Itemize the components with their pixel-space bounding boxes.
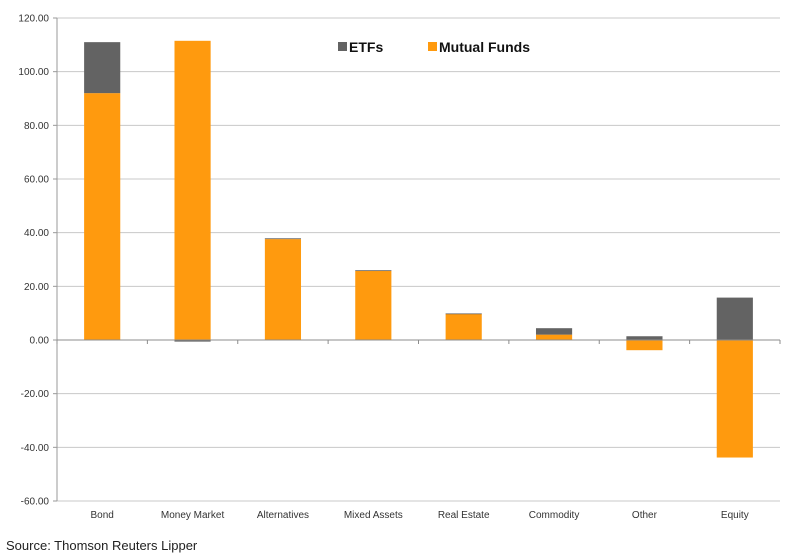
legend-label-etfs: ETFs — [349, 39, 383, 55]
gridlines — [57, 17, 780, 502]
y-tick-label: -60.00 — [21, 497, 50, 508]
bar-etfs-alternatives — [264, 238, 302, 240]
category-label: Other — [632, 510, 658, 521]
y-tick-label: 120.00 — [18, 14, 49, 25]
category-label: Alternatives — [257, 510, 309, 521]
legend-label-mutual-funds: Mutual Funds — [439, 39, 530, 55]
y-tick-label: -40.00 — [21, 443, 50, 454]
category-label: Mixed Assets — [344, 510, 403, 521]
source-note: Source: Thomson Reuters Lipper — [6, 538, 198, 553]
bar-etfs-mixed-assets — [355, 270, 392, 272]
y-tick-label: -20.00 — [21, 389, 50, 400]
y-tick-label: 100.00 — [18, 67, 49, 78]
legend-swatch-etfs — [338, 42, 347, 51]
category-label: Equity — [721, 510, 749, 521]
legend: ETFs Mutual Funds — [338, 39, 530, 55]
y-tick-label: 60.00 — [24, 175, 49, 186]
bar-mutual-funds-mixed-assets — [355, 270, 392, 340]
bar-etfs-bond — [84, 42, 121, 94]
bar-etfs-equity — [716, 297, 753, 340]
category-label: Commodity — [529, 510, 580, 521]
category-label: Money Market — [161, 510, 225, 521]
bar-etfs-commodity — [535, 328, 573, 335]
category-label: Bond — [91, 510, 114, 521]
chart: 120.00 100.00 80.00 60.00 40.00 20.00 0.00 -20.… — [18, 14, 781, 521]
y-tick-label: 20.00 — [24, 282, 49, 293]
legend-swatch-mutual-funds — [428, 42, 437, 51]
bar-etfs-money-market — [174, 340, 211, 342]
y-tick-label: 0.00 — [30, 336, 50, 347]
y-tick-label: 80.00 — [24, 121, 49, 132]
x-axis — [56, 339, 781, 344]
y-axis-ticks: 120.00 100.00 80.00 60.00 40.00 20.00 0.00 -20.… — [18, 14, 58, 508]
bar-mutual-funds-other — [626, 340, 663, 351]
bar-etfs-other — [626, 336, 663, 340]
bar-mutual-funds-real-estate — [445, 313, 482, 340]
category-label: Real Estate — [438, 510, 490, 521]
bar-etfs-real-estate — [445, 313, 482, 315]
bars — [84, 40, 753, 458]
category-labels: Bond Money Market Alternatives Mixed Assets… — [91, 510, 749, 521]
bar-mutual-funds-alternatives — [264, 239, 302, 340]
bar-mutual-funds-money-market — [174, 40, 211, 340]
bar-mutual-funds-bond — [84, 93, 121, 340]
y-tick-label: 40.00 — [24, 228, 49, 239]
bar-mutual-funds-commodity — [535, 334, 573, 340]
bar-mutual-funds-equity — [716, 340, 753, 458]
